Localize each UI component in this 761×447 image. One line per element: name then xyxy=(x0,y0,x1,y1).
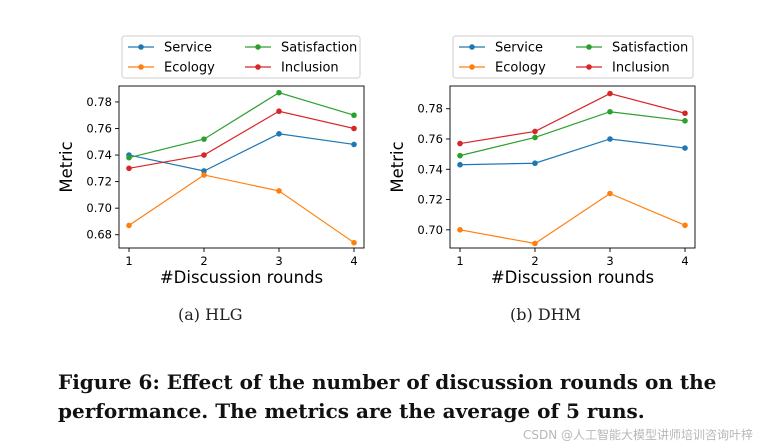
data-point-ecology xyxy=(351,239,357,246)
legend-marker-service xyxy=(469,44,475,50)
y-tick-label: 0.78 xyxy=(417,102,443,116)
series-line-ecology xyxy=(128,174,355,244)
series-line-ecology xyxy=(459,192,686,245)
legend-box xyxy=(121,35,361,79)
y-tick-label: 0.72 xyxy=(86,175,112,189)
x-tick-label: 1 xyxy=(456,254,463,268)
legend-label-satisfaction: Satisfaction xyxy=(281,41,357,56)
legend-label-service: Service xyxy=(495,41,543,56)
watermark: CSDN @人工智能大模型讲师培训咨询叶梓 xyxy=(522,428,753,442)
legend-label-satisfaction: Satisfaction xyxy=(612,41,688,56)
data-point-inclusion xyxy=(126,165,132,172)
series-line-satisfaction xyxy=(459,111,686,157)
legend-marker-ecology xyxy=(138,64,144,70)
data-point-inclusion xyxy=(351,125,357,132)
x-tick-label: 3 xyxy=(606,254,613,268)
x-tick-label: 4 xyxy=(350,254,357,268)
subcaption-dhm: (b) DHM xyxy=(510,305,581,324)
legend-marker-inclusion xyxy=(586,64,592,70)
series-line-service xyxy=(459,138,686,166)
figure-caption: Figure 6: Effect of the number of discus… xyxy=(58,370,717,423)
legend-box xyxy=(452,35,694,79)
data-point-service xyxy=(351,141,357,148)
axes-frame xyxy=(449,85,696,249)
x-tick-label: 3 xyxy=(275,254,282,268)
y-tick-label: 0.70 xyxy=(417,223,443,237)
x-tick-label: 2 xyxy=(200,254,207,268)
data-point-ecology xyxy=(201,172,207,178)
data-point-service xyxy=(276,131,282,137)
data-point-satisfaction xyxy=(532,134,538,141)
y-tick-label: 0.78 xyxy=(86,95,112,109)
data-point-satisfaction xyxy=(201,136,207,142)
data-point-satisfaction xyxy=(457,152,463,159)
legend-label-ecology: Ecology xyxy=(495,61,546,76)
chart-dhm: 0.70 0.72 0.74 0.76 0.78 1 2 3 4 #Discussion roun… xyxy=(388,35,696,287)
chart-hlg: 0.68 0.70 0.72 0.74 0.76 0.78 1 2 3 4 #Discussion … xyxy=(57,35,365,287)
data-point-ecology xyxy=(457,227,463,233)
data-point-satisfaction xyxy=(682,118,688,124)
series-line-inclusion xyxy=(128,110,355,169)
data-point-ecology xyxy=(276,188,282,194)
data-point-ecology xyxy=(532,240,538,247)
data-point-inclusion xyxy=(457,140,463,147)
data-point-satisfaction xyxy=(607,108,613,115)
data-point-service xyxy=(682,145,688,151)
legend-label-inclusion: Inclusion xyxy=(612,61,670,76)
y-axis-label: Metric xyxy=(57,141,76,192)
legend-label-service: Service xyxy=(164,41,212,56)
x-tick-label: 2 xyxy=(531,254,538,268)
data-point-service xyxy=(457,161,463,168)
data-point-service xyxy=(532,160,538,167)
series-line-satisfaction xyxy=(128,91,355,159)
data-point-service xyxy=(607,136,613,142)
legend-marker-ecology xyxy=(469,64,475,70)
legend-marker-satisfaction xyxy=(586,44,592,50)
data-point-satisfaction xyxy=(126,154,132,161)
y-tick-label: 0.76 xyxy=(417,132,443,146)
y-tick-label: 0.74 xyxy=(417,162,443,176)
data-point-inclusion xyxy=(682,110,688,117)
data-point-ecology xyxy=(126,222,132,229)
x-tick-label: 1 xyxy=(125,254,132,268)
figure: 0.68 0.70 0.72 0.74 0.76 0.78 1 2 3 4 #Discussion … xyxy=(57,35,696,287)
legend-marker-service xyxy=(138,44,144,50)
y-axis-label: Metric xyxy=(388,141,407,192)
x-tick-label: 4 xyxy=(681,254,688,268)
data-point-inclusion xyxy=(276,108,282,115)
y-tick-label: 0.68 xyxy=(86,228,112,242)
subcaption-hlg: (a) HLG xyxy=(178,305,243,324)
series-line-inclusion xyxy=(459,92,686,145)
data-point-inclusion xyxy=(201,152,207,158)
y-tick-label: 0.70 xyxy=(86,201,112,215)
data-point-satisfaction xyxy=(351,112,357,119)
axes-frame xyxy=(118,85,365,249)
x-axis-label: #Discussion rounds xyxy=(491,268,654,287)
data-point-inclusion xyxy=(607,90,613,97)
data-point-ecology xyxy=(682,222,688,229)
data-point-inclusion xyxy=(532,128,538,135)
x-axis-label: #Discussion rounds xyxy=(160,268,323,287)
data-point-ecology xyxy=(607,190,613,197)
data-point-satisfaction xyxy=(276,89,282,96)
y-tick-label: 0.72 xyxy=(417,193,443,207)
legend-label-inclusion: Inclusion xyxy=(281,61,339,76)
legend-label-ecology: Ecology xyxy=(164,61,215,76)
y-tick-label: 0.74 xyxy=(86,148,112,162)
legend-marker-satisfaction xyxy=(255,44,261,50)
legend-marker-inclusion xyxy=(255,64,261,70)
y-tick-label: 0.76 xyxy=(86,121,112,135)
series-line-service xyxy=(128,133,355,172)
data-point-service xyxy=(201,168,207,174)
